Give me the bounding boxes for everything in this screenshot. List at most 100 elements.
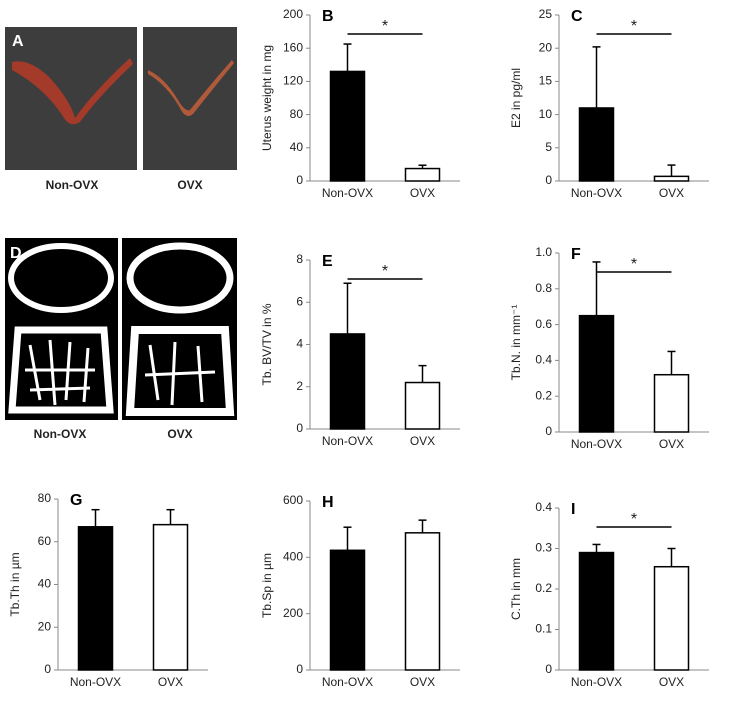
x-tick-label: OVX [410,434,435,448]
x-tick-label: Non-OVX [322,434,373,448]
y-tick-label: 0.2 [535,581,552,595]
y-tick-label: 2 [296,379,303,393]
y-axis-label: E2 in pg/ml [509,68,523,128]
image-caption: OVX [177,178,202,192]
y-tick-label: 20 [38,619,52,633]
y-axis-label: C.Th in mm [509,558,523,620]
y-axis-label: Tb.Sp in µm [260,553,274,618]
y-tick-label: 0.2 [535,388,552,402]
y-tick-label: 600 [283,493,303,507]
y-tick-label: 6 [296,294,303,308]
y-tick-label: 160 [283,40,303,54]
panel-label: G [70,492,82,509]
y-tick-label: 10 [539,107,553,121]
bar [404,381,441,430]
y-tick-label: 0.4 [535,500,552,514]
panel-label: E [322,253,333,270]
y-tick-label: 0.4 [535,353,552,367]
bone-shape [25,339,95,406]
y-tick-label: 20 [539,40,553,54]
panel-label: D [10,245,22,262]
bar [152,523,189,671]
significance-mark: * [631,511,637,528]
bar [578,107,615,182]
bone-shape [8,243,114,313]
y-axis-label: Uterus weight in mg [260,45,274,151]
panel-label: C [571,8,583,25]
y-axis-label: Tb.Th in µm [8,552,22,616]
bar [404,532,441,671]
y-tick-label: 60 [38,534,52,548]
y-tick-label: 80 [38,491,52,505]
y-axis-label: Tb.N. in mm⁻¹ [509,305,523,381]
uterus-shape [12,58,133,125]
y-tick-label: 8 [296,252,303,266]
y-tick-label: 15 [539,74,553,88]
x-tick-label: Non-OVX [70,675,121,689]
y-tick-label: 0 [296,421,303,435]
x-tick-label: OVX [659,186,684,200]
panel-label: H [322,494,334,511]
bar [578,551,615,671]
x-tick-label: OVX [659,437,684,451]
bone-shape [8,326,114,414]
bar [329,333,366,430]
y-tick-label: 0.8 [535,281,552,295]
y-tick-label: 4 [296,337,303,351]
bar [653,373,690,433]
significance-mark: * [631,256,637,273]
significance-mark: * [631,18,637,35]
x-tick-label: Non-OVX [571,675,622,689]
y-tick-label: 120 [283,74,303,88]
image-caption: Non-OVX [46,178,99,192]
bar [329,70,366,182]
y-tick-label: 200 [283,7,303,21]
y-tick-label: 0 [296,662,303,676]
y-tick-label: 0 [545,173,552,187]
y-tick-label: 0 [44,662,51,676]
x-tick-label: OVX [410,186,435,200]
y-tick-label: 40 [290,140,304,154]
y-tick-label: 0 [296,173,303,187]
bar [653,565,690,671]
y-tick-label: 0 [545,662,552,676]
panel-label: B [322,8,334,25]
y-tick-label: 0 [545,424,552,438]
bone-shape [144,341,216,406]
x-tick-label: Non-OVX [571,437,622,451]
y-tick-label: 0.3 [535,541,552,555]
bar [578,314,615,433]
y-tick-label: 400 [283,550,303,564]
uterus-image [5,27,137,170]
bar [653,175,690,182]
panel-label: F [571,246,581,263]
y-tick-label: 200 [283,606,303,620]
significance-mark: * [382,263,388,280]
y-tick-label: 0.6 [535,317,552,331]
y-tick-label: 25 [539,7,553,21]
x-tick-label: Non-OVX [322,675,373,689]
y-tick-label: 5 [545,140,552,154]
image-caption: OVX [167,427,192,441]
panel-label: A [12,33,24,50]
y-tick-label: 1.0 [535,245,552,259]
bar [404,167,441,182]
panel-label: I [571,501,575,518]
x-tick-label: Non-OVX [322,186,373,200]
y-tick-label: 0.1 [535,622,552,636]
y-tick-label: 40 [38,577,52,591]
x-tick-label: OVX [659,675,684,689]
significance-mark: * [382,18,388,35]
x-tick-label: OVX [158,675,183,689]
bar [77,526,114,671]
bone-shape [125,326,235,416]
y-tick-label: 80 [290,107,304,121]
x-tick-label: OVX [410,675,435,689]
uterus-image [143,27,237,170]
y-axis-label: Tb. BV/TV in % [260,303,274,385]
bone-shape [126,242,234,314]
bar [329,549,366,671]
x-tick-label: Non-OVX [571,186,622,200]
image-caption: Non-OVX [34,427,87,441]
